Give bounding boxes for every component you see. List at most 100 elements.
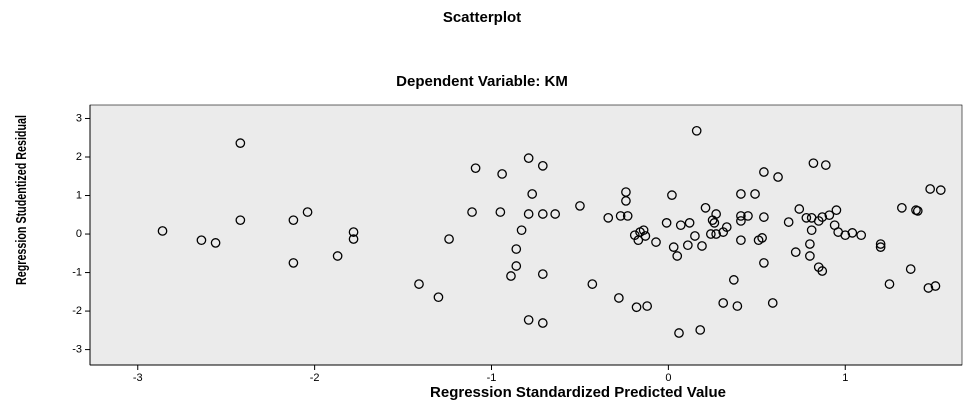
point bbox=[817, 266, 828, 276]
point bbox=[718, 298, 729, 308]
point bbox=[840, 230, 851, 241]
point bbox=[691, 125, 702, 136]
point bbox=[523, 209, 534, 219]
point bbox=[912, 206, 923, 216]
point bbox=[759, 167, 769, 177]
point bbox=[495, 207, 506, 217]
point bbox=[631, 302, 642, 313]
point bbox=[210, 238, 221, 248]
point bbox=[790, 247, 801, 257]
point bbox=[414, 279, 424, 289]
point bbox=[537, 161, 548, 171]
y-axis-label: Regression Studentized Residual bbox=[13, 115, 30, 285]
point bbox=[759, 258, 769, 268]
point bbox=[721, 222, 732, 232]
point bbox=[935, 185, 946, 195]
point bbox=[444, 234, 454, 244]
point bbox=[640, 231, 651, 241]
point bbox=[923, 283, 934, 293]
point bbox=[672, 251, 683, 261]
point bbox=[523, 153, 534, 164]
x-tick-label: 0 bbox=[665, 372, 671, 384]
point bbox=[642, 301, 653, 311]
point bbox=[638, 225, 649, 236]
y-tick-label: -1 bbox=[72, 266, 82, 278]
point bbox=[743, 211, 753, 221]
point bbox=[750, 189, 760, 199]
x-tick-label: -2 bbox=[310, 372, 320, 384]
point bbox=[732, 301, 743, 311]
y-tick-label: 3 bbox=[76, 112, 82, 124]
point bbox=[728, 275, 739, 285]
point bbox=[930, 281, 941, 291]
point bbox=[527, 189, 538, 199]
point bbox=[661, 218, 672, 228]
point bbox=[587, 279, 598, 289]
point bbox=[511, 244, 522, 254]
point bbox=[523, 315, 534, 325]
point bbox=[550, 209, 561, 219]
point bbox=[674, 328, 684, 338]
x-tick-label: 1 bbox=[842, 372, 848, 384]
point bbox=[511, 261, 522, 271]
point bbox=[668, 242, 679, 252]
point bbox=[767, 298, 778, 308]
point bbox=[675, 220, 686, 231]
point bbox=[621, 196, 631, 206]
point bbox=[614, 293, 624, 303]
point bbox=[808, 158, 819, 169]
plot-area bbox=[89, 104, 963, 366]
point bbox=[700, 202, 711, 213]
point bbox=[711, 209, 721, 219]
chart-title: Scatterplot bbox=[443, 9, 521, 26]
point bbox=[235, 138, 246, 148]
point bbox=[682, 240, 693, 251]
point bbox=[905, 264, 916, 274]
point bbox=[831, 205, 842, 216]
point bbox=[897, 202, 907, 213]
point bbox=[537, 318, 548, 328]
point bbox=[824, 210, 835, 221]
point bbox=[622, 211, 633, 221]
x-tick-label: -1 bbox=[487, 372, 497, 384]
point bbox=[736, 216, 746, 226]
x-axis-label: Regression Standardized Predicted Value bbox=[430, 384, 726, 401]
y-tick-label: -2 bbox=[72, 305, 82, 317]
point bbox=[615, 211, 626, 221]
point bbox=[736, 189, 746, 199]
point bbox=[537, 269, 548, 279]
point bbox=[684, 218, 695, 228]
point bbox=[794, 204, 805, 214]
point bbox=[348, 227, 359, 237]
point bbox=[667, 190, 677, 200]
point bbox=[805, 239, 815, 249]
point bbox=[157, 226, 168, 236]
point bbox=[575, 201, 585, 211]
point bbox=[773, 172, 783, 182]
point bbox=[711, 229, 721, 239]
point bbox=[470, 163, 481, 174]
point bbox=[705, 229, 716, 239]
point bbox=[856, 230, 867, 241]
point bbox=[875, 239, 886, 249]
point bbox=[875, 242, 886, 252]
point bbox=[847, 228, 858, 238]
point bbox=[288, 215, 299, 226]
point bbox=[884, 279, 895, 289]
point bbox=[332, 251, 343, 261]
y-tick-label: 0 bbox=[76, 228, 82, 240]
point bbox=[516, 225, 527, 236]
point bbox=[783, 217, 794, 227]
point bbox=[302, 207, 313, 217]
point bbox=[651, 237, 661, 247]
point bbox=[196, 235, 207, 246]
point bbox=[820, 160, 831, 170]
point bbox=[736, 211, 746, 221]
point bbox=[925, 184, 936, 194]
point bbox=[736, 235, 746, 246]
point bbox=[805, 251, 815, 261]
point bbox=[801, 213, 812, 223]
point bbox=[433, 292, 444, 303]
point bbox=[817, 212, 828, 222]
